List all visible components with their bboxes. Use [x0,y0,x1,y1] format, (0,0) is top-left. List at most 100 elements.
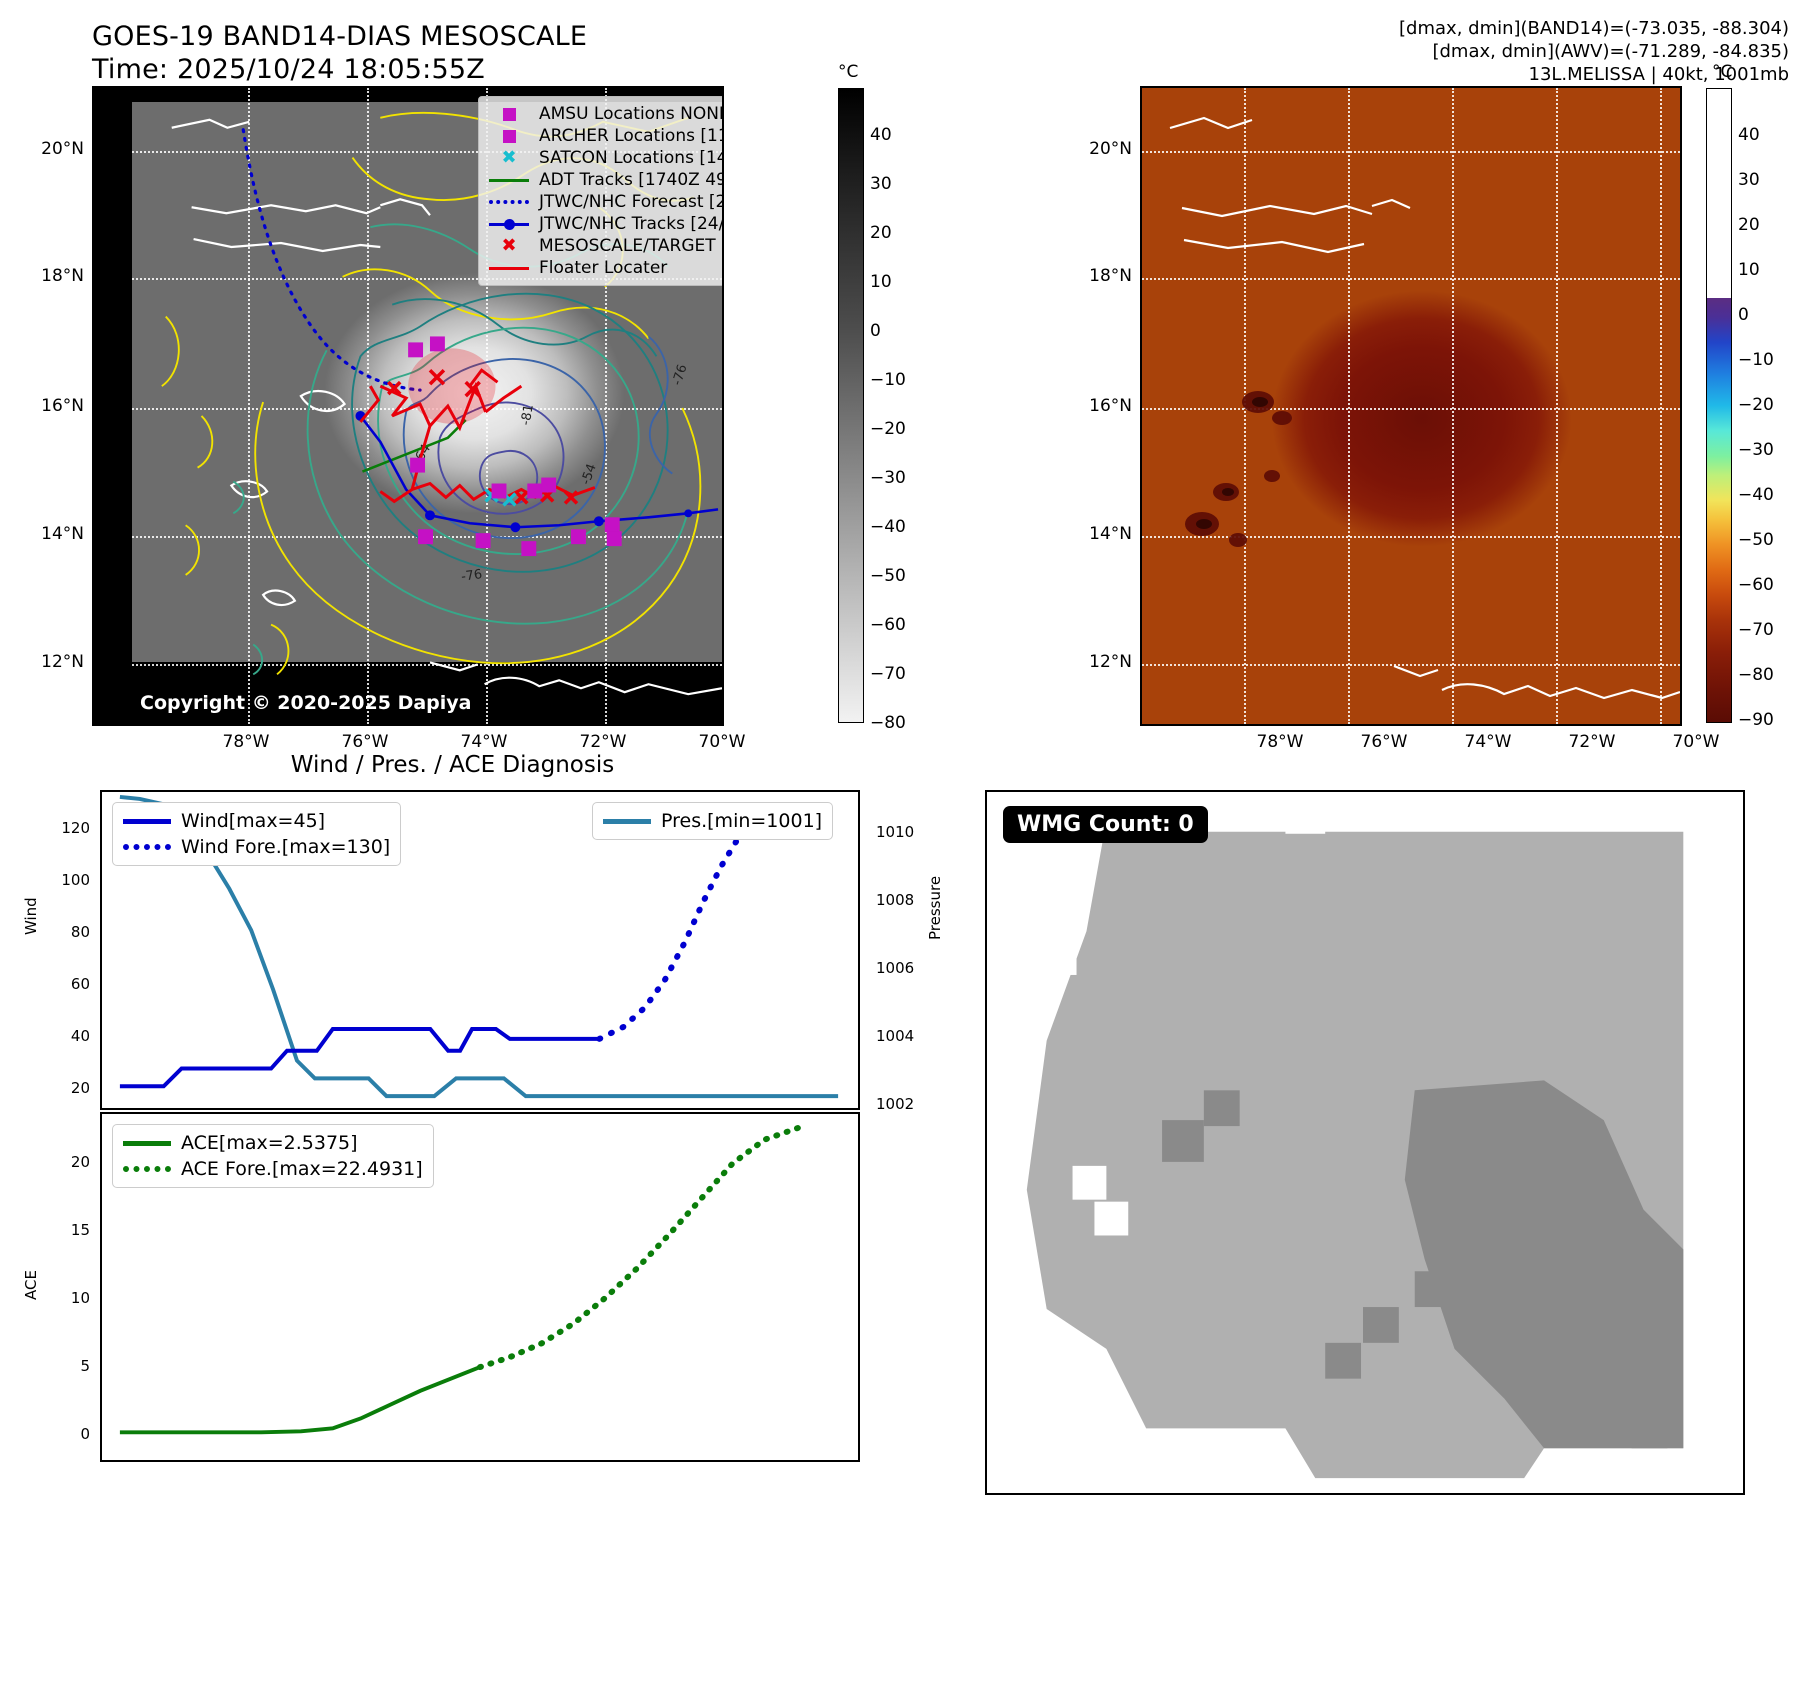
legend-item-archer: ARCHER Locations [1137Z] [487,125,722,147]
y2-tick: 1004 [876,1027,915,1045]
floater-locater-line [359,368,596,504]
tl-colorbar-ticks: 40 30 20 10 0 −10 −20 −30 −40 −50 −60 −7… [870,88,930,733]
wind-legend[interactable]: Wind[max=45] Wind Fore.[max=130] [112,802,402,866]
legend-item-ace-forecast: ACE Fore.[max=22.4931] [123,1156,423,1182]
cb-tick: 10 [870,272,892,292]
lon-tick: 76°W [341,732,389,752]
ace-yticks: 20 15 10 5 0 [20,1112,96,1462]
wmg-mask-graphic [987,792,1743,1493]
cb-tick: −70 [1738,620,1774,640]
legend-item-floater: Floater Locater [487,257,722,279]
lon-tick: 78°W [222,732,270,752]
legend-item-mesoscale: ✖ MESOSCALE/TARGET Location [487,235,722,257]
cb-tick: 40 [1738,125,1760,145]
legend-label: ACE Fore.[max=22.4931] [181,1158,423,1180]
lon-tick: 74°W [460,732,508,752]
pressure-yticks: 1010 1008 1006 1004 1002 [868,790,958,1113]
wind-forecast-line [596,806,830,1042]
cb-tick: −60 [1738,575,1774,595]
magenta-square-icon [487,129,531,143]
satcon-markers [484,488,517,507]
legend-label: Wind Fore.[max=130] [181,836,391,858]
lon-tick: 70°W [1672,732,1720,752]
enhanced-ir-map[interactable] [1140,86,1682,726]
lat-tick: 14°N [41,524,84,544]
legend-item-satcon: ✖ SATCON Locations [1410Z 43 997] [487,147,722,169]
cb-tick: −10 [1738,350,1774,370]
svg-text:-76: -76 [670,363,691,388]
cb-tick: −40 [1738,485,1774,505]
y2-tick: 1002 [876,1095,915,1113]
gridline-lat-20 [1142,151,1680,153]
ir-image-area: -76 -81 -64 -54 -76 [132,88,722,724]
dmax-dmin-awv: [dmax, dmin](AWV)=(-71.289, -84.835) [1432,41,1789,62]
tl-colorbar[interactable] [838,88,864,723]
cb-tick: −30 [870,468,906,488]
observation-time: Time: 2025/10/24 18:05:55Z [92,54,485,85]
cb-tick: 40 [870,125,892,145]
blue-dotted-line-icon [487,200,531,204]
lat-tick: 12°N [41,652,84,672]
top-left-title: GOES-19 BAND14-DIAS MESOSCALE Time: 2025… [92,20,587,86]
lat-tick: 12°N [1089,652,1132,672]
legend-item-forecast: JTWC/NHC Forecast [24/1200Z] [487,191,722,213]
wind-series-line [119,1027,600,1089]
wmg-count-badge: WMG Count: 0 [1003,806,1208,843]
tr-colorbar-ticks: 40 30 20 10 0 −10 −20 −30 −40 −50 −60 −7… [1738,88,1797,730]
lat-tick: 18°N [1089,266,1132,286]
cb-tick: 0 [1738,305,1749,325]
y2-tick: 1006 [876,959,915,977]
legend-label: JTWC/NHC Tracks [24/1200Z] [539,214,724,234]
lon-tick: 76°W [1360,732,1408,752]
gridline-lon-76 [1348,88,1350,724]
y-tick: 20 [70,1153,90,1171]
steel-solid-line-icon [603,818,651,824]
legend-item-adt: ADT Tracks [1740Z 49.0 994.5] [487,169,722,191]
enhanced-map-overlay [1169,116,1680,700]
tr-colorbar[interactable] [1706,88,1732,723]
tl-lon-axis: 78°W 76°W 74°W 72°W 70°W [130,728,746,758]
gridline-lat-16 [132,408,722,410]
legend-label: JTWC/NHC Forecast [24/1200Z] [539,192,722,212]
legend-item-wind: Wind[max=45] [123,808,390,834]
y-tick: 120 [61,819,90,837]
legend-item-amsu: AMSU Locations NONE [487,103,724,125]
map-legend[interactable]: AMSU Locations NONE ARCHER Locations [11… [478,96,724,286]
y-tick: 20 [70,1079,90,1097]
lat-tick: 16°N [1089,396,1132,416]
gridline-lat-14 [1142,536,1680,538]
lon-tick: 70°W [698,732,746,752]
cb-tick: 0 [870,321,881,341]
cb-tick: 10 [1738,260,1760,280]
wmg-mask-panel[interactable]: WMG Count: 0 [985,790,1745,1495]
ir-grayscale-map[interactable]: -76 -81 -64 -54 -76 [92,86,724,726]
y2-tick: 1010 [876,823,915,841]
gridline-lon-72 [1556,88,1558,724]
gridline-lat-12 [1142,664,1680,666]
cb-tick: −50 [870,566,906,586]
lat-tick: 20°N [41,139,84,159]
map-left-margin [94,88,132,724]
gridline-lon-74 [1452,88,1454,724]
legend-label: ARCHER Locations [1137Z] [539,126,722,146]
pressure-legend[interactable]: Pres.[min=1001] [592,802,834,840]
lon-tick: 74°W [1464,732,1512,752]
red-line-icon [487,266,531,270]
wind-yticks: 120 100 80 60 40 20 [20,790,96,1110]
y-tick: 40 [70,1027,90,1045]
svg-text:-76: -76 [460,567,483,585]
ace-legend[interactable]: ACE[max=2.5375] ACE Fore.[max=22.4931] [112,1124,434,1188]
adt-track-line [361,418,467,473]
lat-tick: 16°N [41,396,84,416]
y-tick: 100 [61,871,90,889]
target-shade-ellipse [408,348,496,424]
green-solid-line-icon [123,1140,171,1146]
dmax-dmin-band14: [dmax, dmin](BAND14)=(-73.035, -88.304) [1399,18,1789,39]
gridline-lat-20 [132,151,722,153]
ace-forecast-line [477,1124,802,1371]
cb-tick: −20 [1738,395,1774,415]
copyright-notice: Copyright © 2020-2025 Dapiya [140,692,472,714]
gridline-lon-76 [367,88,369,724]
legend-label: Pres.[min=1001] [661,810,823,832]
legend-label: AMSU Locations NONE [539,104,724,124]
